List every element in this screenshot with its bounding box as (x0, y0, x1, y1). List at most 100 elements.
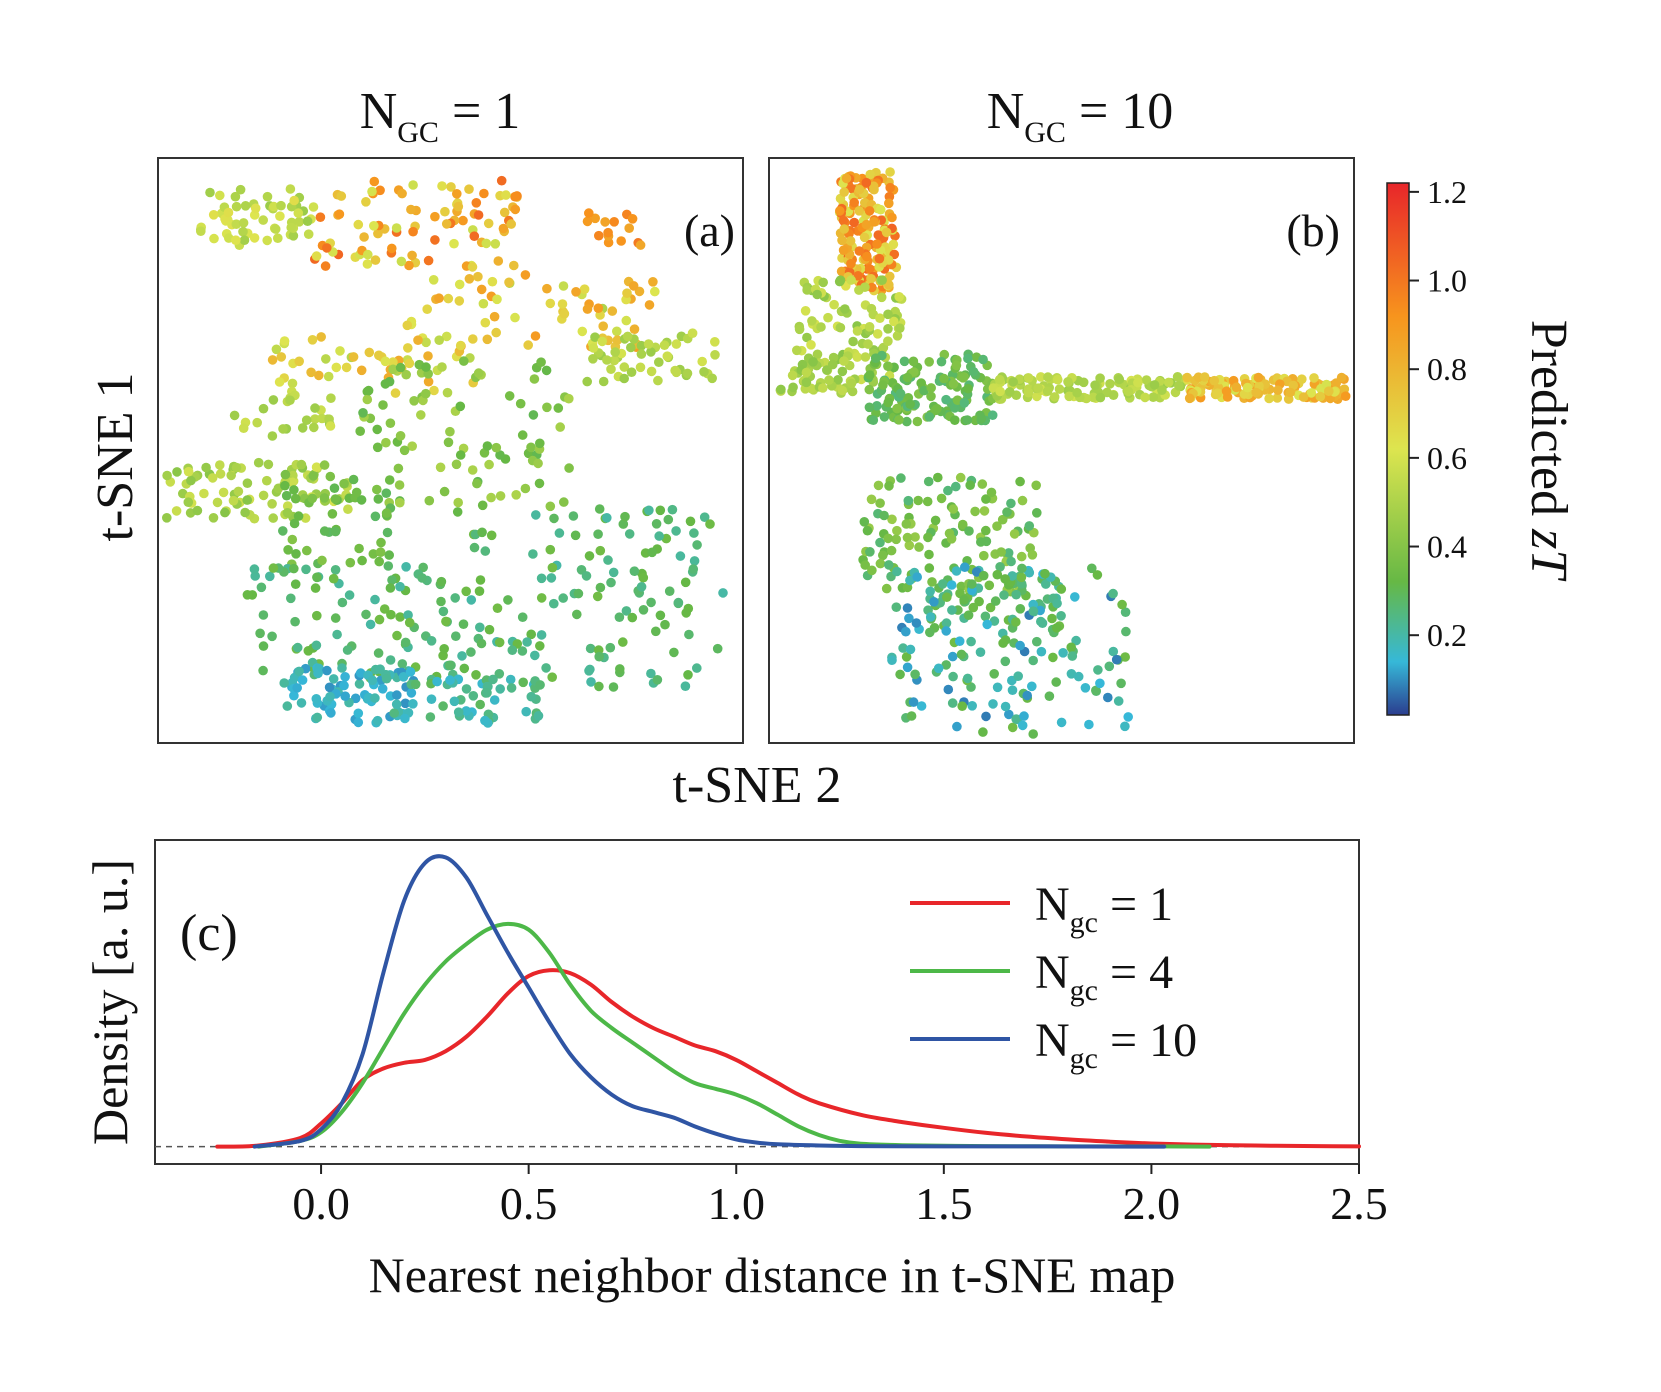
panel-a-point (384, 475, 395, 485)
panel-a-point (370, 255, 381, 265)
panel-a-point (258, 215, 269, 225)
panel-a-point (255, 628, 265, 639)
panel-a-point (493, 256, 504, 266)
panel-a-point (312, 610, 322, 621)
panel-a-point (386, 609, 396, 620)
panel-b-point (1032, 636, 1042, 647)
panel-b-point (1108, 646, 1119, 657)
panel-a-point (533, 711, 544, 721)
panel-a-point (466, 647, 476, 657)
panel-a-point (654, 531, 664, 541)
panel-b-point (950, 415, 960, 426)
panel-b-point (1056, 611, 1066, 621)
panel-c-frame (154, 839, 1360, 1165)
panel-b-point (846, 258, 856, 269)
panel-b-point (876, 292, 887, 303)
panel-a-point (494, 637, 505, 648)
panel-a-point (364, 347, 375, 358)
panel-a-point (172, 467, 182, 477)
panel-b-point (824, 375, 834, 385)
panel-a-point (670, 365, 680, 376)
panel-a-point (239, 235, 250, 245)
panel-a-point (370, 511, 381, 522)
panel-a-point (584, 208, 594, 218)
panel-b-point (951, 360, 962, 371)
panel-a-point (582, 376, 592, 387)
colorbar-tick-label: 0.8 (1427, 351, 1467, 387)
panel-a-point (595, 582, 606, 593)
panel-b-label: (b) (1286, 205, 1340, 256)
panel-a-point (671, 526, 681, 536)
panel-a-point (417, 573, 427, 583)
panel-a-point (401, 369, 412, 380)
panel-a-point (223, 207, 234, 218)
panel-a-point (588, 354, 598, 364)
panel-b-point (1011, 589, 1021, 600)
panel-a-point (282, 701, 293, 711)
panel-a-point (249, 564, 260, 574)
panel-a-point (361, 197, 371, 207)
panel-b-point (938, 579, 948, 589)
panel-a-point (369, 221, 379, 231)
panel-a-point (196, 226, 206, 236)
panel-a-point (192, 505, 203, 516)
panel-b-point (1011, 617, 1021, 627)
panel-b-point (976, 537, 986, 547)
panel-a-point (387, 575, 397, 585)
panel-a-point (310, 414, 320, 424)
panel-a-point (297, 423, 308, 433)
panel-a-point (289, 485, 299, 495)
panel-a-point (280, 469, 291, 480)
panel-a-point (271, 344, 282, 355)
panel-b-point (884, 198, 894, 209)
panel-a-point (270, 224, 281, 234)
panel-a-point (286, 222, 297, 233)
panel-a-point (330, 565, 341, 575)
panel-a-point (365, 619, 376, 630)
panel-a-point (451, 459, 462, 470)
panel-a-point (655, 610, 666, 621)
panel-b-point (1003, 548, 1014, 558)
panel-a-point (278, 424, 288, 434)
panel-a-point (554, 528, 565, 538)
panel-a-point (355, 426, 366, 437)
panel-a-point (626, 367, 637, 378)
panel-a-point (329, 483, 340, 494)
panel-a-point (421, 337, 431, 348)
panel-a-point (370, 693, 380, 703)
panel-a-point (459, 356, 469, 366)
panel-a-point (712, 643, 723, 654)
panel-a-point (367, 186, 377, 197)
panel-a-point (240, 507, 250, 518)
panel-b-point (800, 306, 811, 316)
panel-a-point (356, 495, 367, 505)
panel-b-point (1031, 480, 1041, 491)
panel-b-point (864, 206, 875, 216)
panel-a-point (311, 694, 322, 704)
panel-a-point (290, 579, 301, 589)
panel-a-point (621, 606, 632, 616)
colorbar-ticks: 0.2 0.4 0.6 0.8 1.0 1.2 (1409, 174, 1467, 653)
panel-a-point (373, 648, 384, 658)
panel-a-point (162, 513, 172, 523)
panel-b-point (859, 232, 870, 243)
x-tick-label: 0.5 (500, 1178, 558, 1229)
panel-a-point (355, 668, 366, 678)
panel-a-point (588, 343, 599, 353)
panel-a-point (395, 431, 406, 441)
panel-a-point (392, 690, 402, 700)
panel-a-point (353, 708, 364, 719)
panel-a-point (404, 358, 415, 369)
panel-b-point (1324, 386, 1334, 397)
panel-b-point (837, 235, 847, 246)
panel-b-point (975, 647, 986, 657)
panel-a-point (229, 410, 240, 421)
panel-b-point (952, 721, 962, 732)
panel-a-point (276, 200, 286, 211)
panel-a-point (624, 223, 634, 233)
panel-a-point (361, 609, 371, 620)
panel-a-point (263, 459, 274, 470)
panel-b-point (1056, 717, 1067, 728)
panel-b-point (892, 403, 902, 414)
panel-b-point (834, 276, 845, 287)
